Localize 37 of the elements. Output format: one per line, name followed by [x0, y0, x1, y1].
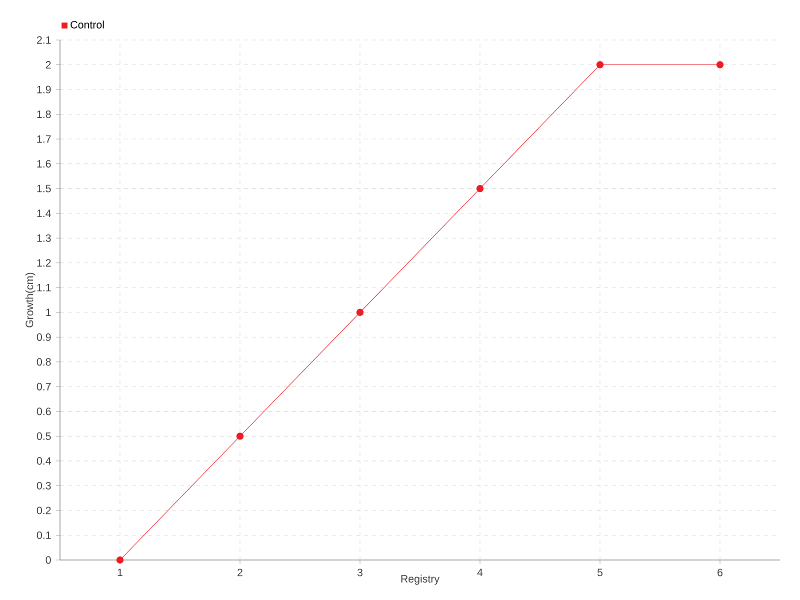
point: [476, 184, 484, 192]
y-tick-label: 0.2: [36, 506, 51, 514]
y-tick-label: 1.9: [37, 86, 51, 94]
y-tick-label: 0: [46, 556, 51, 564]
y-tick-label: 1.4: [37, 210, 51, 217]
x-tick-label: 1: [118, 568, 122, 576]
x-tick-label: 4: [477, 568, 483, 576]
x-tick-label: 5: [597, 568, 603, 576]
point: [236, 432, 244, 440]
x-axis-title: Registry: [401, 574, 440, 585]
y-tick-label: 1.8: [37, 110, 51, 118]
y-tick-label: 0.7: [36, 382, 51, 390]
y-tick-label: 1.3: [37, 234, 51, 242]
y-tick-label: 1.6: [37, 160, 51, 168]
y-tick-label: 1.1: [37, 284, 51, 292]
x-tick-label: 3: [357, 568, 362, 576]
point: [716, 61, 724, 68]
y-tick-label: 1.7: [37, 135, 51, 143]
y-tick-label: 1: [46, 308, 51, 316]
y-tick-label: 0.9: [36, 333, 51, 341]
legend-label: Control: [70, 20, 104, 28]
y-tick-label: 2.1: [37, 36, 51, 44]
x-tick-label: 6: [718, 568, 722, 576]
y-tick-label: 1.5: [37, 184, 51, 192]
y-tick-label: 1.2: [37, 259, 51, 267]
point: [596, 61, 604, 68]
y-tick-label: 0.3: [36, 482, 51, 490]
y-tick-label: 0.8: [36, 358, 51, 366]
y-tick-label: 2: [46, 61, 51, 68]
point: [116, 556, 124, 564]
y-tick-label: 0.1: [36, 531, 51, 540]
y-tick-label: 0.4: [36, 457, 51, 465]
y-axis-title: Growth(cm): [25, 272, 36, 328]
x-tick-label: 2: [238, 568, 242, 576]
y-tick-label: 0.6: [36, 408, 51, 416]
y-tick-label: 0.5: [36, 432, 51, 440]
point: [356, 308, 364, 316]
